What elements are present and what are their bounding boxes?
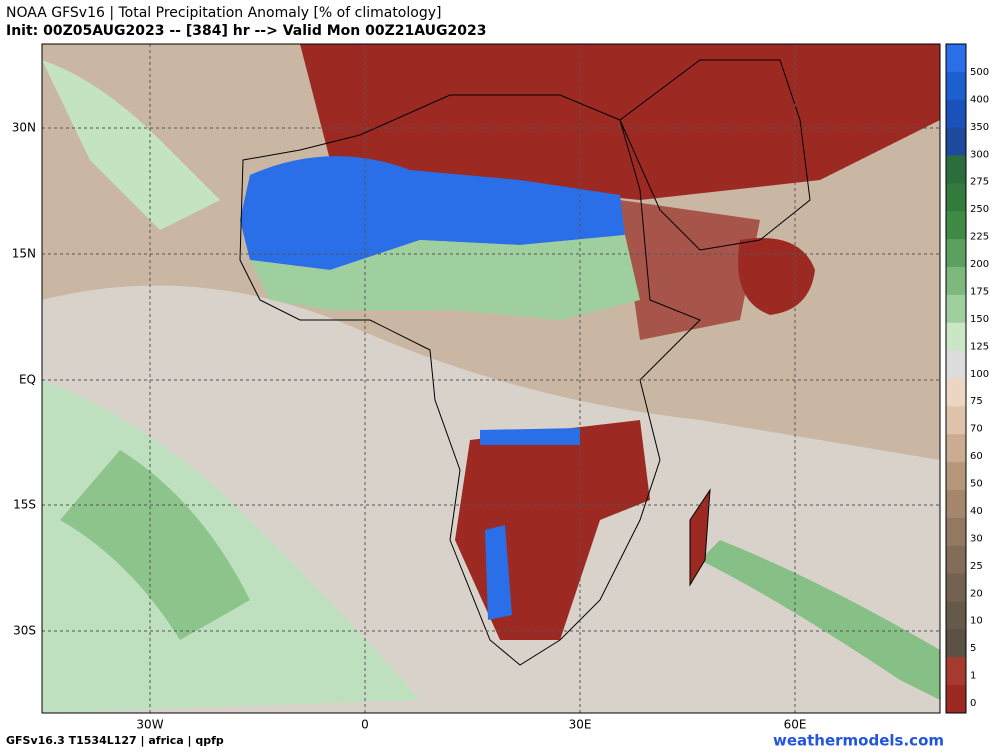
colorbar-swatch (946, 350, 966, 379)
colorbar-swatch (946, 99, 966, 129)
colorbar-label: 100 (970, 369, 989, 380)
colorbar-swatch (946, 294, 966, 324)
colorbar-label: 400 (970, 94, 989, 105)
colorbar-label: 25 (970, 561, 983, 572)
map (42, 44, 940, 713)
colorbar-swatch (946, 322, 966, 352)
lat-label: 30N (12, 121, 36, 135)
colorbar-label: 275 (970, 177, 989, 188)
colorbar-label: 350 (970, 122, 989, 133)
colorbar-swatch (946, 517, 966, 547)
colorbar-label: 5 (970, 643, 976, 654)
colorbar-label: 20 (970, 588, 983, 599)
colorbar-label: 40 (970, 506, 983, 517)
lat-label: 15S (13, 498, 36, 512)
colorbar-label: 250 (970, 204, 989, 215)
colorbar-swatch (946, 685, 966, 714)
colorbar-frame (945, 43, 967, 714)
colorbar-swatch (946, 44, 966, 73)
map-frame (41, 43, 941, 714)
colorbar-label: 60 (970, 451, 983, 462)
lat-label: 15N (12, 247, 36, 261)
colorbar-swatch (946, 267, 966, 296)
colorbar-swatch (946, 378, 966, 407)
lon-label: 30E (569, 718, 592, 732)
colorbar-swatch (946, 183, 966, 212)
colorbar-label: 150 (970, 314, 989, 325)
colorbar-swatch (946, 406, 966, 435)
colorbar-swatch (946, 573, 966, 602)
colorbar-label: 225 (970, 232, 989, 243)
colorbar-label: 70 (970, 424, 983, 435)
colorbar-label: 300 (970, 149, 989, 160)
title: NOAA GFSv16 | Total Precipitation Anomal… (6, 5, 441, 21)
subtitle: Init: 00Z05AUG2023 -- [384] hr --> Valid… (6, 23, 486, 39)
colorbar-label: 0 (970, 698, 976, 709)
colorbar-swatch (946, 657, 966, 686)
colorbar-label: 125 (970, 341, 989, 352)
lat-label: 30S (13, 624, 36, 638)
colorbar-label: 30 (970, 533, 983, 544)
footer-left: GFSv16.3 T1534L127 | africa | qpfp (6, 734, 224, 747)
colorbar-label: 200 (970, 259, 989, 270)
colorbar-swatch (946, 434, 966, 463)
colorbar-label: 175 (970, 286, 989, 297)
colorbar-swatch (946, 545, 966, 575)
colorbar-swatch (946, 155, 966, 184)
colorbar-swatch (946, 601, 966, 630)
colorbar-swatch (946, 239, 966, 268)
lat-label: EQ (19, 373, 36, 387)
lon-label: 0 (361, 718, 369, 732)
colorbar-label: 50 (970, 479, 983, 490)
colorbar-swatch (946, 490, 966, 519)
colorbar-label: 500 (970, 67, 989, 78)
colorbar-swatch (946, 462, 966, 491)
colorbar-swatch (946, 127, 966, 156)
colorbar-swatch (946, 211, 966, 240)
lon-label: 30W (136, 718, 163, 732)
colorbar-swatch (946, 71, 966, 101)
footer-right: weathermodels.com (773, 732, 944, 750)
colorbar-label: 75 (970, 396, 983, 407)
colorbar-label: 10 (970, 616, 983, 627)
lon-label: 60E (784, 718, 807, 732)
colorbar-swatch (946, 629, 966, 658)
colorbar-label: 1 (970, 671, 976, 682)
